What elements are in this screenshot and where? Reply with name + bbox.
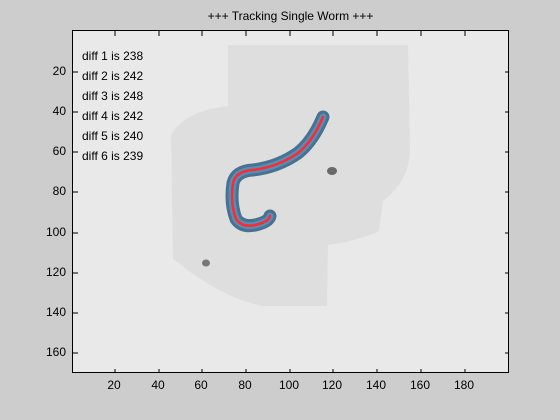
x-tick-label: 140: [361, 379, 391, 391]
x-tick-label: 180: [449, 379, 479, 391]
y-tick-label: 60: [36, 145, 66, 157]
x-tick-label: 120: [317, 379, 347, 391]
diff-annotation: diff 2 is 242: [82, 70, 143, 82]
frame-region: [171, 45, 410, 306]
y-tick-label: 40: [36, 105, 66, 117]
y-tick-label: 160: [36, 346, 66, 358]
y-tick-label: 100: [36, 226, 66, 238]
x-tick-label: 160: [405, 379, 435, 391]
diff-annotation: diff 1 is 238: [82, 50, 143, 62]
x-tick-label: 100: [274, 379, 304, 391]
y-tick-label: 140: [36, 306, 66, 318]
figure-title: +++ Tracking Single Worm +++: [72, 9, 509, 23]
diff-annotation: diff 5 is 240: [82, 130, 143, 142]
debris-speck: [202, 260, 210, 267]
x-tick-label: 40: [143, 379, 173, 391]
y-tick-label: 120: [36, 266, 66, 278]
x-tick-label: 60: [186, 379, 216, 391]
x-tick-label: 20: [99, 379, 129, 391]
y-tick-label: 20: [36, 65, 66, 77]
diff-annotation: diff 3 is 248: [82, 90, 143, 102]
y-tick-label: 80: [36, 185, 66, 197]
debris-speck: [327, 167, 337, 175]
diff-annotation: diff 6 is 239: [82, 150, 143, 162]
diff-annotation: diff 4 is 242: [82, 110, 143, 122]
x-tick-label: 80: [230, 379, 260, 391]
